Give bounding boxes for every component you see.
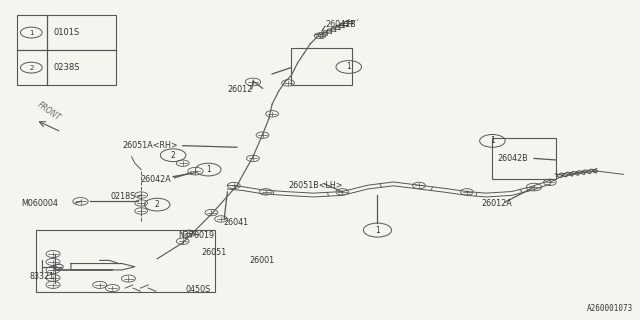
Text: 26001: 26001 bbox=[250, 256, 275, 265]
Bar bbox=[492, 138, 556, 179]
Text: 26012: 26012 bbox=[227, 85, 253, 94]
Text: FRONT: FRONT bbox=[35, 100, 62, 123]
Text: 26042A: 26042A bbox=[140, 175, 171, 184]
Text: A260001073: A260001073 bbox=[587, 304, 633, 313]
Text: 1: 1 bbox=[206, 165, 211, 174]
Text: 2: 2 bbox=[155, 200, 159, 209]
Bar bbox=[291, 49, 352, 85]
Text: 1: 1 bbox=[29, 29, 33, 36]
Text: 1: 1 bbox=[346, 62, 351, 71]
Text: M060004: M060004 bbox=[21, 198, 58, 207]
Text: 0450S: 0450S bbox=[186, 284, 211, 293]
Text: 0218S: 0218S bbox=[111, 192, 136, 201]
Text: 26042B: 26042B bbox=[325, 20, 356, 29]
Text: 26041: 26041 bbox=[223, 218, 248, 227]
Bar bbox=[36, 230, 214, 292]
Text: 2: 2 bbox=[171, 151, 175, 160]
Text: 26051B<LH>: 26051B<LH> bbox=[288, 181, 342, 190]
Text: 1: 1 bbox=[375, 226, 380, 235]
Text: 2: 2 bbox=[29, 65, 33, 71]
Text: 0238S: 0238S bbox=[53, 63, 79, 72]
Bar bbox=[17, 15, 116, 85]
Text: 26051: 26051 bbox=[202, 248, 227, 257]
Text: 83321: 83321 bbox=[29, 272, 54, 281]
Text: 26012A: 26012A bbox=[481, 199, 512, 208]
Text: 1: 1 bbox=[490, 136, 495, 145]
Text: 26051A<RH>: 26051A<RH> bbox=[122, 141, 178, 150]
Text: N370019: N370019 bbox=[178, 231, 214, 240]
Text: 26042B: 26042B bbox=[497, 154, 528, 163]
Text: 0101S: 0101S bbox=[53, 28, 79, 37]
